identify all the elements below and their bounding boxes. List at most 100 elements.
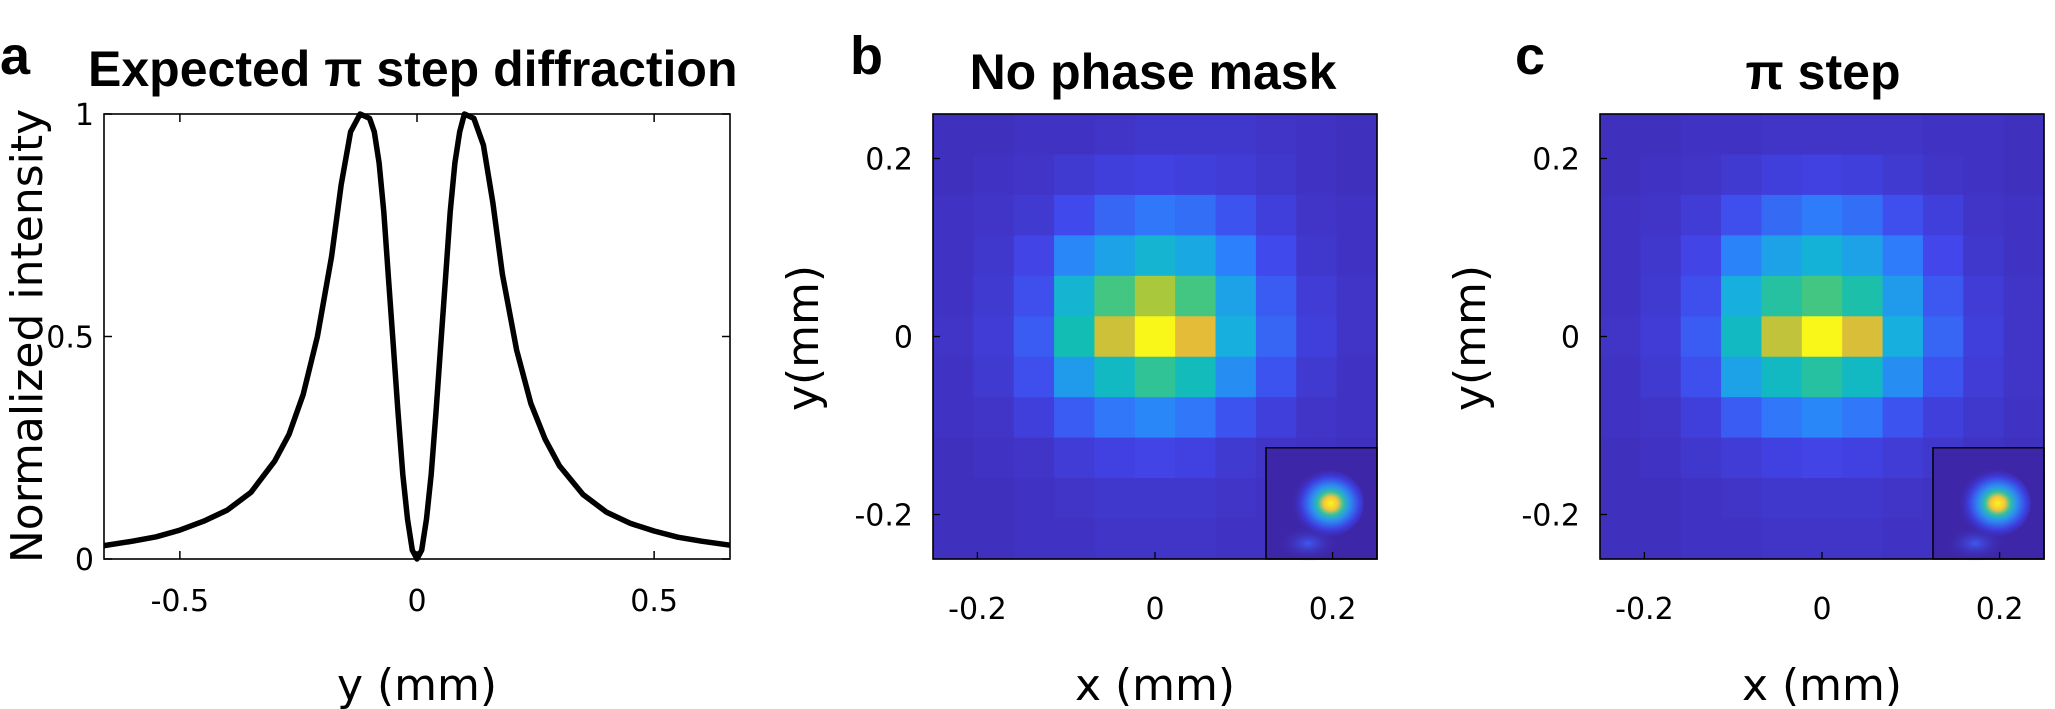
panel-c-heatmap: c π step -0.2 0 0.2 0.2 0 -0.2 x (mm) y(mm): [1445, 26, 2045, 709]
panel-c-inset: [1932, 447, 2045, 562]
panel-b-heatmap-cell: [1296, 316, 1338, 358]
panel-b-heatmap-cell: [1296, 114, 1338, 156]
panel-c-xlabel: x (mm): [1742, 660, 1902, 709]
panel-c-heatmap-cell: [2003, 194, 2045, 236]
panel-b-heatmap-cell: [1336, 316, 1378, 358]
panel-c-heatmap-cell: [2003, 235, 2045, 277]
panel-b-heatmap-cell: [1134, 356, 1176, 398]
panel-a-ylabel: Normalized intensity: [2, 109, 53, 563]
panel-b-heatmap-cell: [1013, 316, 1055, 358]
panel-b-heatmap-cell: [1215, 114, 1257, 156]
panel-c-heatmap-cell: [1640, 235, 1682, 277]
panel-b-heatmap-cell: [933, 518, 974, 560]
panel-c-heatmap-cell: [1922, 316, 1964, 358]
panel-a-xtick-label: 0.5: [630, 584, 678, 619]
panel-c-heatmap-cell: [1801, 114, 1843, 156]
panel-b-heatmap-cell: [973, 275, 1015, 317]
panel-b-heatmap-cell: [1094, 114, 1136, 156]
panel-c-heatmap-cell: [1761, 194, 1803, 236]
panel-b-heatmap-cell: [1336, 356, 1378, 398]
panel-b-heatmap-cell: [1054, 437, 1096, 479]
panel-c-heatmap-cell: [1761, 356, 1803, 398]
panel-c-xtick-label: -0.2: [1615, 592, 1674, 627]
panel-b-heatmap-cell: [933, 114, 974, 156]
panel-c-heatmap-cell: [1842, 397, 1884, 439]
panel-c-heatmap-cell: [1842, 316, 1884, 358]
panel-c-heatmap-cell: [1640, 114, 1682, 156]
panel-b-heatmap-cell: [1094, 235, 1136, 277]
panel-c-heatmap-cell: [2003, 154, 2045, 196]
panel-c-heatmap-cell: [1842, 275, 1884, 317]
panel-c-heatmap-cell: [1680, 437, 1722, 479]
panel-c-heatmap-cell: [1680, 154, 1722, 196]
panel-c-heatmap-cell: [1761, 437, 1803, 479]
panel-b-heatmap-cell: [1296, 194, 1338, 236]
panel-a-curve: [103, 111, 731, 562]
panel-b-heatmap-cell: [1336, 194, 1378, 236]
panel-c-heatmap-cell: [1963, 356, 2005, 398]
panel-c-heatmap-cell: [1842, 154, 1884, 196]
panel-b-heatmap-cell: [1255, 235, 1297, 277]
panel-c-heatmap-cell: [1963, 275, 2005, 317]
panel-b-heatmap-cell: [1175, 154, 1217, 196]
panel-b-heatmap-cell: [1215, 437, 1257, 479]
panel-c-heatmap-cell: [1882, 194, 1924, 236]
panel-c-heatmap-cell: [1721, 356, 1763, 398]
panel-b-heatmap-cell: [1255, 316, 1297, 358]
panel-c-heatmap-cell: [1761, 154, 1803, 196]
panel-b-heatmap-cell: [1054, 154, 1096, 196]
panel-c-heatmap-cell: [1600, 397, 1641, 439]
panel-b-heatmap-cell: [1255, 194, 1297, 236]
panel-c-heatmap-cell: [1922, 356, 1964, 398]
panel-a-title: Expected π step diffraction: [88, 41, 738, 97]
panel-b-heatmap-cell: [1134, 275, 1176, 317]
panel-b-xtick-label: 0.2: [1309, 592, 1357, 627]
panel-c-heatmap-cell: [1721, 235, 1763, 277]
panel-b-heatmap-cell: [1215, 194, 1257, 236]
panel-b-heatmap-cell: [1134, 437, 1176, 479]
panel-c-heatmap-cell: [1922, 194, 1964, 236]
panel-c-heatmap-cell: [1680, 316, 1722, 358]
panel-c-heatmap-cell: [1721, 397, 1763, 439]
panel-b-heatmap-cell: [1175, 194, 1217, 236]
panel-b-heatmap-cell: [933, 194, 974, 236]
panel-b-xtick-label: 0: [1145, 592, 1164, 627]
panel-b-heatmap-cell: [1054, 518, 1096, 560]
panel-c-heatmap-cell: [1842, 235, 1884, 277]
panel-b-heatmap-cell: [1054, 275, 1096, 317]
panel-c-ylabel: y(mm): [1445, 265, 1496, 411]
panel-c-heatmap-cell: [1882, 437, 1924, 479]
panel-c-heatmap-cell: [2003, 275, 2045, 317]
panel-c-heatmap-cell: [1680, 235, 1722, 277]
panel-a-xtick-label: -0.5: [151, 584, 210, 619]
panel-label-b: b: [850, 26, 883, 86]
panel-c-heatmap-cell: [1640, 478, 1682, 520]
panel-c-heatmap-cell: [1640, 194, 1682, 236]
panel-c-heatmap-cell: [1640, 316, 1682, 358]
panel-c-xtick-label: 0.2: [1976, 592, 2024, 627]
panel-c-heatmap-cell: [1842, 194, 1884, 236]
panel-b-heatmap-cell: [1175, 316, 1217, 358]
panel-c-heatmap-cell: [1680, 478, 1722, 520]
panel-c-heatmap-cell: [1600, 478, 1641, 520]
panel-b-heatmap-cell: [1134, 397, 1176, 439]
panel-c-heatmap-cell: [1680, 194, 1722, 236]
panel-a-ytick-label: 1: [75, 98, 94, 133]
panel-c-heatmap-cell: [1922, 235, 1964, 277]
panel-c-heatmap-cell: [1640, 275, 1682, 317]
panel-b-heatmap-cell: [933, 397, 974, 439]
panel-c-heatmap-cell: [1882, 235, 1924, 277]
panel-c-heatmap-cell: [1882, 518, 1924, 560]
panel-c-ticks: -0.2 0 0.2 0.2 0 -0.2: [1521, 143, 2023, 628]
panel-b-heatmap-cell: [1255, 397, 1297, 439]
panel-b-heatmap-cell: [1175, 356, 1217, 398]
panel-b-heatmap-cell: [1054, 397, 1096, 439]
panel-b-heatmap-cell: [933, 154, 974, 196]
panel-b-heatmap-cell: [1094, 154, 1136, 196]
panel-b-heatmap-cell: [1296, 356, 1338, 398]
panel-c-heatmap-cell: [1842, 114, 1884, 156]
panel-b-heatmap-cell: [1134, 154, 1176, 196]
panel-c-xtick-label: 0: [1812, 592, 1831, 627]
panel-c-heatmap-cell: [1963, 316, 2005, 358]
panel-c-heatmap-cell: [1882, 316, 1924, 358]
